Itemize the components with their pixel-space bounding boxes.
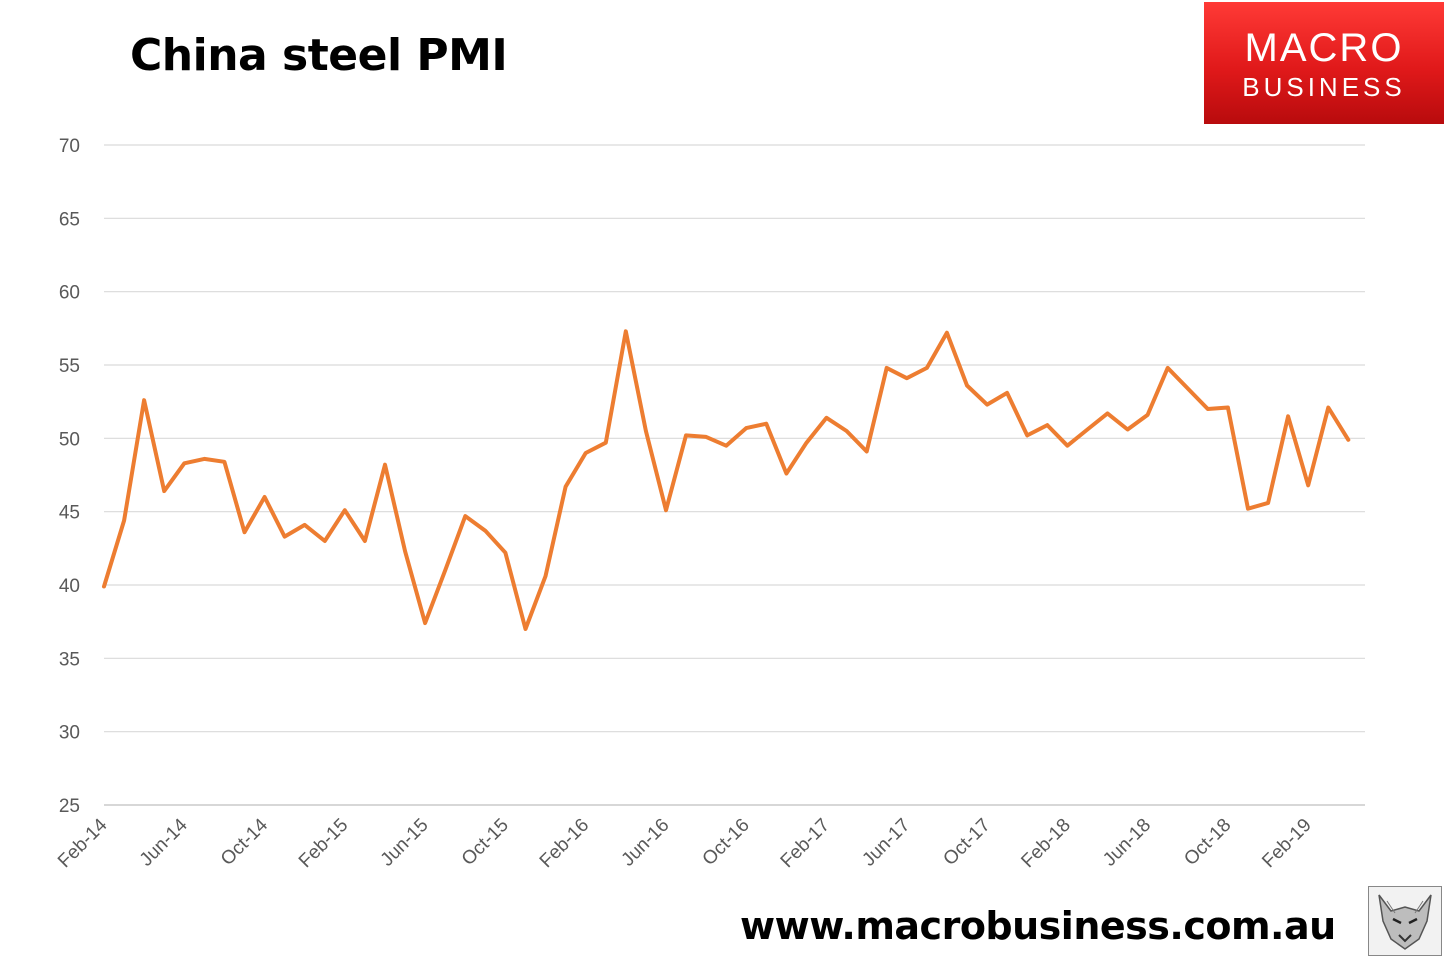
x-axis-ticks: Feb-14 Jun-14 Oct-14 Feb-15 Jun-15 Oct-15 Feb-… (54, 814, 1316, 872)
x-tick-label: Oct-14 (217, 814, 272, 869)
y-tick-label: 55 (59, 356, 80, 377)
y-tick-label: 65 (59, 209, 80, 230)
x-tick-label: Feb-18 (1017, 815, 1074, 872)
x-tick-label: Feb-19 (1258, 815, 1315, 872)
series-line-steel-pmi (102, 329, 1351, 631)
y-tick-label: 30 (59, 723, 80, 744)
y-tick-label: 25 (59, 796, 80, 817)
x-tick-label: Jun-14 (136, 814, 192, 870)
x-tick-label: Feb-17 (777, 815, 834, 872)
logo-line-2: BUSINESS (1242, 72, 1406, 102)
y-tick-label: 60 (59, 283, 80, 304)
macrobusiness-logo: MACRO BUSINESS (1204, 2, 1444, 124)
x-tick-label: Oct-18 (1180, 815, 1235, 870)
gridlines (104, 144, 1365, 806)
x-tick-label: Feb-14 (54, 814, 112, 872)
y-tick-label: 35 (59, 649, 80, 670)
y-tick-label: 50 (59, 429, 80, 450)
wolf-mascot-icon (1368, 886, 1442, 956)
x-tick-label: Oct-16 (699, 815, 754, 870)
x-tick-label: Jun-15 (377, 815, 433, 871)
x-tick-label: Oct-17 (939, 815, 994, 870)
logo-line-1: MACRO (1244, 26, 1404, 70)
y-tick-label: 70 (59, 136, 80, 157)
x-tick-label: Feb-16 (536, 815, 593, 872)
y-tick-label: 40 (59, 576, 80, 597)
x-tick-label: Oct-15 (458, 815, 513, 870)
x-tick-label: Jun-16 (618, 815, 674, 871)
x-tick-label: Jun-18 (1099, 815, 1155, 871)
footer-url: www.macrobusiness.com.au (740, 904, 1336, 948)
chart-title: China steel PMI (130, 30, 508, 81)
x-tick-label: Jun-17 (858, 815, 914, 871)
x-tick-label: Feb-15 (295, 815, 352, 872)
y-tick-label: 45 (59, 503, 80, 524)
y-axis-ticks: 25 30 35 40 45 50 55 60 65 70 (59, 136, 80, 817)
